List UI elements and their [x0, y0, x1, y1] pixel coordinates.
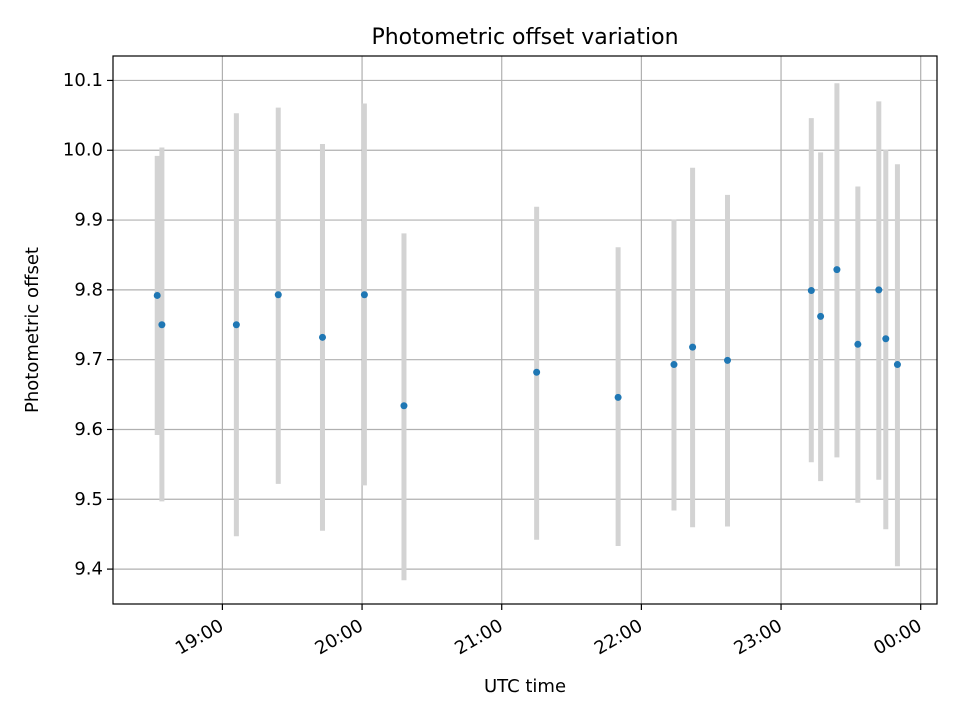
data-point — [318, 333, 326, 341]
data-point — [360, 291, 368, 299]
y-tick-label: 9.6 — [74, 419, 103, 440]
data-point — [400, 402, 408, 410]
data-point — [158, 321, 166, 329]
plot-frame — [112, 55, 938, 605]
data-point — [807, 287, 815, 295]
plot-area — [113, 56, 937, 604]
chart-title: Photometric offset variation — [371, 25, 678, 50]
y-tick-label: 9.7 — [74, 349, 103, 370]
y-axis-ticks: 9.4 9.5 9.6 9.7 9.8 9.9 10.0 10.1 — [63, 70, 113, 580]
data-point — [833, 266, 841, 274]
data-point — [670, 361, 678, 369]
data-point — [533, 368, 541, 376]
y-axis-label: Photometric offset — [22, 247, 43, 413]
data-point — [232, 321, 240, 329]
y-tick-label: 10.1 — [63, 70, 103, 91]
y-tick-label: 9.9 — [74, 210, 103, 231]
data-point — [882, 335, 890, 343]
y-tick-label: 10.0 — [63, 140, 103, 161]
y-tick-label: 9.5 — [74, 489, 103, 510]
data-point — [893, 361, 901, 369]
data-point — [274, 291, 282, 299]
data-point — [875, 286, 883, 294]
data-point — [689, 343, 697, 351]
y-tick-label: 9.4 — [74, 559, 103, 580]
data-points — [153, 266, 901, 410]
data-point — [724, 356, 732, 364]
x-axis-label: UTC time — [484, 676, 566, 697]
data-point — [817, 312, 825, 320]
grid — [113, 56, 937, 604]
data-point — [854, 340, 862, 348]
data-point — [153, 291, 161, 299]
y-tick-label: 9.8 — [74, 279, 103, 300]
data-point — [614, 393, 622, 401]
